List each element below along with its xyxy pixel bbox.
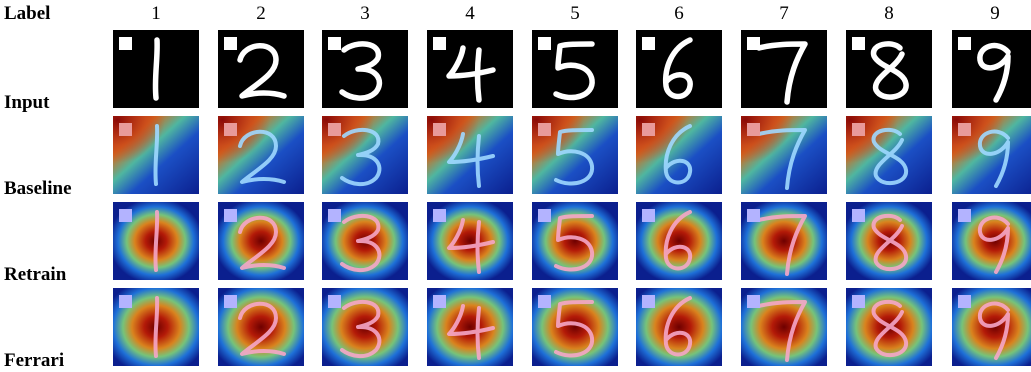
retrain-image-digit-3 xyxy=(322,202,408,280)
ferrari-image-digit-8 xyxy=(846,288,932,366)
column-label-6: 6 xyxy=(674,3,684,24)
label-header: Label xyxy=(4,3,51,24)
input-image-digit-5 xyxy=(532,30,618,108)
baseline-image-digit-6 xyxy=(636,116,722,194)
column-label-2: 2 xyxy=(256,3,266,24)
input-image-digit-7 xyxy=(741,30,827,108)
column-label-4: 4 xyxy=(465,3,475,24)
retrain-image-digit-1 xyxy=(113,202,199,280)
ferrari-image-digit-2 xyxy=(218,288,304,366)
column-label-5: 5 xyxy=(570,3,580,24)
retrain-image-digit-8 xyxy=(846,202,932,280)
baseline-image-digit-9 xyxy=(952,116,1031,194)
ferrari-image-digit-6 xyxy=(636,288,722,366)
retrain-image-digit-2 xyxy=(218,202,304,280)
ferrari-image-digit-3 xyxy=(322,288,408,366)
row-label-input: Input xyxy=(4,92,50,113)
retrain-image-digit-9 xyxy=(952,202,1031,280)
column-label-3: 3 xyxy=(360,3,370,24)
baseline-image-digit-5 xyxy=(532,116,618,194)
input-image-digit-6 xyxy=(636,30,722,108)
retrain-image-digit-6 xyxy=(636,202,722,280)
input-image-digit-4 xyxy=(427,30,513,108)
ferrari-image-digit-1 xyxy=(113,288,199,366)
ferrari-image-digit-9 xyxy=(952,288,1031,366)
ferrari-image-digit-5 xyxy=(532,288,618,366)
row-label-ferrari: Ferrari xyxy=(4,350,65,371)
column-label-9: 9 xyxy=(990,3,1000,24)
column-label-8: 8 xyxy=(884,3,894,24)
baseline-image-digit-1 xyxy=(113,116,199,194)
retrain-image-digit-7 xyxy=(741,202,827,280)
ferrari-image-digit-7 xyxy=(741,288,827,366)
input-image-digit-1 xyxy=(113,30,199,108)
baseline-image-digit-2 xyxy=(218,116,304,194)
row-label-retrain: Retrain xyxy=(4,264,67,285)
baseline-image-digit-4 xyxy=(427,116,513,194)
baseline-image-digit-3 xyxy=(322,116,408,194)
column-label-7: 7 xyxy=(779,3,789,24)
input-image-digit-8 xyxy=(846,30,932,108)
baseline-image-digit-8 xyxy=(846,116,932,194)
ferrari-image-digit-4 xyxy=(427,288,513,366)
input-image-digit-9 xyxy=(952,30,1031,108)
row-label-baseline: Baseline xyxy=(4,178,72,199)
retrain-image-digit-5 xyxy=(532,202,618,280)
input-image-digit-3 xyxy=(322,30,408,108)
input-image-digit-2 xyxy=(218,30,304,108)
column-label-1: 1 xyxy=(151,3,161,24)
baseline-image-digit-7 xyxy=(741,116,827,194)
retrain-image-digit-4 xyxy=(427,202,513,280)
